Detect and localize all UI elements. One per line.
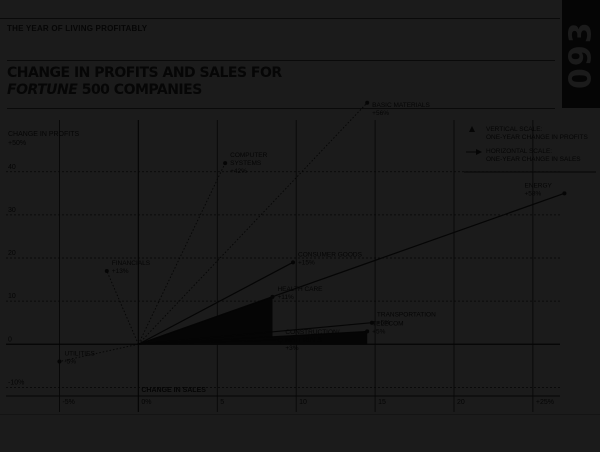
x-tick-label-1: 0%: [141, 399, 151, 406]
y-tick-label-3: 10: [8, 293, 16, 300]
chart-title-line2: 500 COMPANIES: [77, 82, 203, 98]
series-point-construction-materials: [278, 337, 283, 342]
series-line-basic-materials: [138, 102, 368, 345]
series-value-health-care: +11%: [277, 294, 294, 301]
y-tick-label-1: 30: [8, 207, 16, 214]
series-value-energy: +58%: [524, 190, 541, 197]
legend-horizontal-label: HORIZONTAL SCALE:: [486, 148, 552, 155]
series-label-telecom: TELECOM: [372, 320, 403, 327]
legend-vertical-label: VERTICAL SCALE:: [486, 126, 543, 133]
series-point-telecom: [365, 329, 370, 334]
footer-rule: [0, 414, 600, 415]
series-point-health-care: [270, 294, 275, 299]
y-tick-label-5: -10%: [8, 379, 24, 386]
series-label-utilities: UTILITIES: [64, 351, 95, 358]
series-value-basic-materials: +56%: [372, 110, 389, 117]
series-point-transportation: [369, 320, 374, 325]
series-value-telecom: +5%: [372, 328, 385, 335]
title-rule-2: [7, 108, 555, 109]
legend-vertical-desc: ONE-YEAR CHANGE IN PROFITS: [486, 134, 589, 141]
x-tick-label-2: 5: [220, 399, 224, 406]
legend-right-arrow-icon: [476, 149, 482, 155]
y-tick-label-4: 0: [8, 336, 12, 343]
legend-up-arrow-icon: [469, 126, 475, 132]
top-rule: [0, 18, 560, 19]
axes: 40 30 20 10 0 -10% -5% 0% 5 10 15 20 +25% CHANGE IN P…: [6, 131, 560, 406]
series-label-transportation: TRANSPORTATION: [377, 312, 436, 319]
chart-title-italic: FORTUNE: [7, 82, 78, 98]
series-value-transportation: +5%: [377, 320, 390, 327]
series-lines: [57, 100, 567, 364]
series-label-health-care: HEALTH CARE: [277, 286, 323, 293]
y-axis-label-max: +50%: [8, 140, 26, 147]
series-line-construction-materials: [138, 339, 281, 345]
series-point-financials: [104, 268, 109, 273]
series-label-line2-computer-systems: SYSTEMS: [230, 160, 262, 167]
x-tick-label-6: +25%: [536, 399, 554, 406]
series-line-telecom: [138, 330, 368, 345]
series-value-construction-materials: +3%: [285, 345, 298, 352]
page-tab: [562, 0, 600, 108]
series-point-energy: [562, 191, 567, 196]
series-line-transportation: [138, 322, 372, 345]
y-tick-label-2: 20: [8, 250, 16, 257]
x-tick-label-5: 20: [457, 399, 465, 406]
series-label-consumer-goods: CONSUMER GOODS: [298, 251, 363, 258]
series-label-construction-materials: CONSTRUCTION/: [285, 329, 339, 336]
series-line-utilities: [59, 343, 139, 362]
title-rule: [7, 60, 555, 61]
x-tick-label-0: -5%: [62, 399, 74, 406]
series-value-consumer-goods: +15%: [298, 259, 315, 266]
y-tick-label-0: 40: [8, 164, 16, 171]
x-tick-label-3: 10: [299, 399, 307, 406]
chart-title-line1: CHANGE IN PROFITS AND SALES FOR: [7, 65, 282, 81]
legend-horizontal-desc: ONE-YEAR CHANGE IN SALES: [486, 156, 581, 163]
y-axis-label: CHANGE IN PROFITS: [8, 131, 80, 138]
series-value-computer-systems: +42%: [230, 168, 247, 175]
series-label-computer-systems: COMPUTER: [230, 152, 268, 159]
x-tick-label-4: 15: [378, 399, 386, 406]
series-line-consumer-goods: [138, 261, 294, 345]
series-point-basic-materials: [365, 100, 370, 105]
chart-title: CHANGE IN PROFITS AND SALES FOR FORTUNE …: [7, 65, 427, 99]
series-line-health-care: [138, 296, 273, 345]
series-line-computer-systems: [137, 162, 226, 345]
series-point-computer-systems: [223, 161, 228, 166]
legend: VERTICAL SCALE: ONE-YEAR CHANGE IN PROFI…: [464, 126, 596, 173]
series-label-basic-materials: BASIC MATERIALS: [372, 102, 430, 109]
series-value-financials: +13%: [112, 268, 129, 275]
kicker: THE YEAR OF LIVING PROFITABLY: [7, 24, 148, 33]
series-line-financials: [106, 270, 139, 345]
series-label-energy: ENERGY: [524, 182, 552, 189]
x-axis-label: CHANGE IN SALES: [141, 387, 206, 394]
series-point-utilities: [57, 359, 62, 364]
grid: [6, 120, 560, 412]
series-value-utilities: -5%: [64, 359, 76, 366]
series-label-financials: FINANCIALS: [112, 260, 151, 267]
series-label-line2-construction-materials: MATERIALS: [285, 337, 322, 344]
series-point-consumer-goods: [291, 260, 296, 265]
